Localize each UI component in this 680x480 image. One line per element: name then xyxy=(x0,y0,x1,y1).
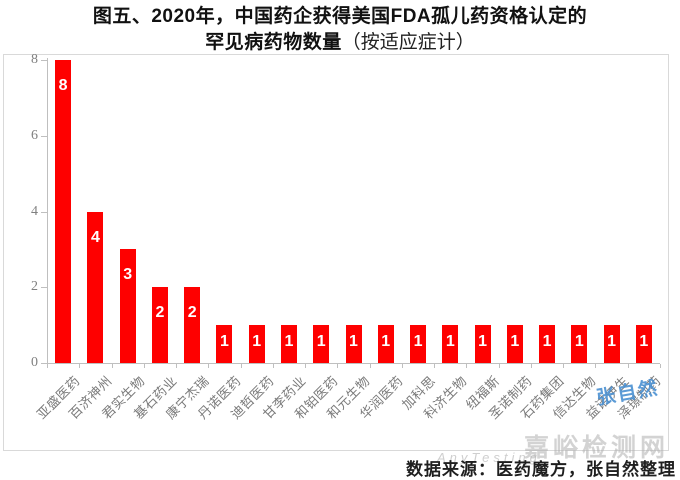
x-axis-tick-mark xyxy=(369,364,371,368)
bar-value-label: 2 xyxy=(155,304,165,322)
x-axis-tick-mark xyxy=(240,364,242,368)
y-axis-tick-label: 0 xyxy=(31,355,38,370)
x-axis-line xyxy=(47,363,660,364)
chart-title-line2-bold: 罕见病药物数量 xyxy=(205,32,342,53)
y-axis-tick-mark xyxy=(41,363,47,364)
bar-value-label: 1 xyxy=(252,333,262,351)
bar xyxy=(87,211,104,363)
bar-value-label: 1 xyxy=(381,333,391,351)
x-axis-tick-mark xyxy=(208,364,210,368)
y-axis-tick-mark xyxy=(41,135,47,137)
bar-value-label: 1 xyxy=(413,333,423,351)
x-axis-tick-mark xyxy=(498,364,500,368)
x-axis-tick-mark xyxy=(401,364,403,368)
data-source-note: 数据来源：医药魔方，张自然整理 xyxy=(406,460,676,479)
bar-value-label: 1 xyxy=(607,333,617,351)
bar-value-label: 4 xyxy=(90,228,100,246)
y-axis-tick-label: 4 xyxy=(31,203,38,219)
bar xyxy=(571,325,588,363)
x-axis-tick-mark xyxy=(627,364,629,368)
x-axis-tick-mark xyxy=(337,364,339,368)
bar xyxy=(603,325,620,363)
bar xyxy=(635,325,652,363)
bar xyxy=(410,325,427,363)
x-axis-tick-mark xyxy=(79,364,81,368)
x-axis-tick-mark xyxy=(563,364,565,368)
bar xyxy=(280,325,297,363)
x-axis-tick-mark xyxy=(595,364,597,368)
y-axis-line xyxy=(47,58,48,364)
chart-title-line2: 罕见病药物数量（按适应症计） xyxy=(0,30,680,56)
x-axis-tick-mark xyxy=(143,364,145,368)
bar-value-label: 1 xyxy=(478,333,487,351)
x-axis-tick-mark xyxy=(272,364,274,368)
bar-value-label: 1 xyxy=(542,333,552,351)
y-axis-tick-label: 2 xyxy=(31,279,38,295)
bar xyxy=(151,287,168,363)
x-axis-tick-mark xyxy=(47,364,48,368)
chart-title-line1: 图五、2020年，中国药企获得美国FDA孤儿药资格认定的 xyxy=(92,6,588,27)
bar xyxy=(345,325,362,363)
x-axis-tick-mark xyxy=(660,364,661,368)
bar xyxy=(313,325,330,363)
bar xyxy=(216,325,233,363)
x-axis-tick-mark xyxy=(176,364,178,368)
x-axis-tick-mark xyxy=(466,364,468,368)
bar xyxy=(184,287,201,363)
bar xyxy=(539,325,556,363)
y-axis-tick-mark xyxy=(41,211,47,213)
bar-value-label: 3 xyxy=(123,266,133,284)
bar-value-label: 1 xyxy=(639,333,649,351)
bar xyxy=(55,60,72,363)
bar-value-label: 1 xyxy=(349,333,358,351)
bar xyxy=(442,325,459,363)
bar xyxy=(248,325,265,363)
chart-title: 图五、2020年，中国药企获得美国FDA孤儿药资格认定的 罕见病药物数量（按适应… xyxy=(0,4,680,56)
chart-title-line2-note: （按适应症计） xyxy=(341,32,475,53)
watermark-gray-text: 嘉峪检测网 xyxy=(524,434,670,462)
y-axis-tick-label: 6 xyxy=(31,127,38,143)
chart-frame xyxy=(3,54,669,451)
bar-value-label: 2 xyxy=(187,304,197,322)
x-axis-tick-mark xyxy=(305,364,307,368)
x-axis-tick-mark xyxy=(434,364,436,368)
watermark-gray-subtext: AnyTesting xyxy=(437,450,541,465)
y-axis-tick-mark xyxy=(41,287,47,289)
bar-value-label: 8 xyxy=(58,77,68,94)
bar xyxy=(506,325,523,363)
bar xyxy=(119,249,136,363)
bar-value-label: 1 xyxy=(574,333,584,351)
bar xyxy=(377,325,394,363)
bar-value-label: 1 xyxy=(284,333,294,351)
bar-value-label: 1 xyxy=(316,333,326,351)
bar-value-label: 1 xyxy=(510,333,520,351)
bar xyxy=(474,325,491,363)
y-axis-tick-mark xyxy=(41,60,47,61)
bar-value-label: 1 xyxy=(445,333,455,351)
bar-value-label: 1 xyxy=(219,333,229,351)
x-axis-tick-mark xyxy=(530,364,532,368)
y-axis-tick-label: 8 xyxy=(31,52,38,67)
x-axis-tick-mark xyxy=(111,364,113,368)
